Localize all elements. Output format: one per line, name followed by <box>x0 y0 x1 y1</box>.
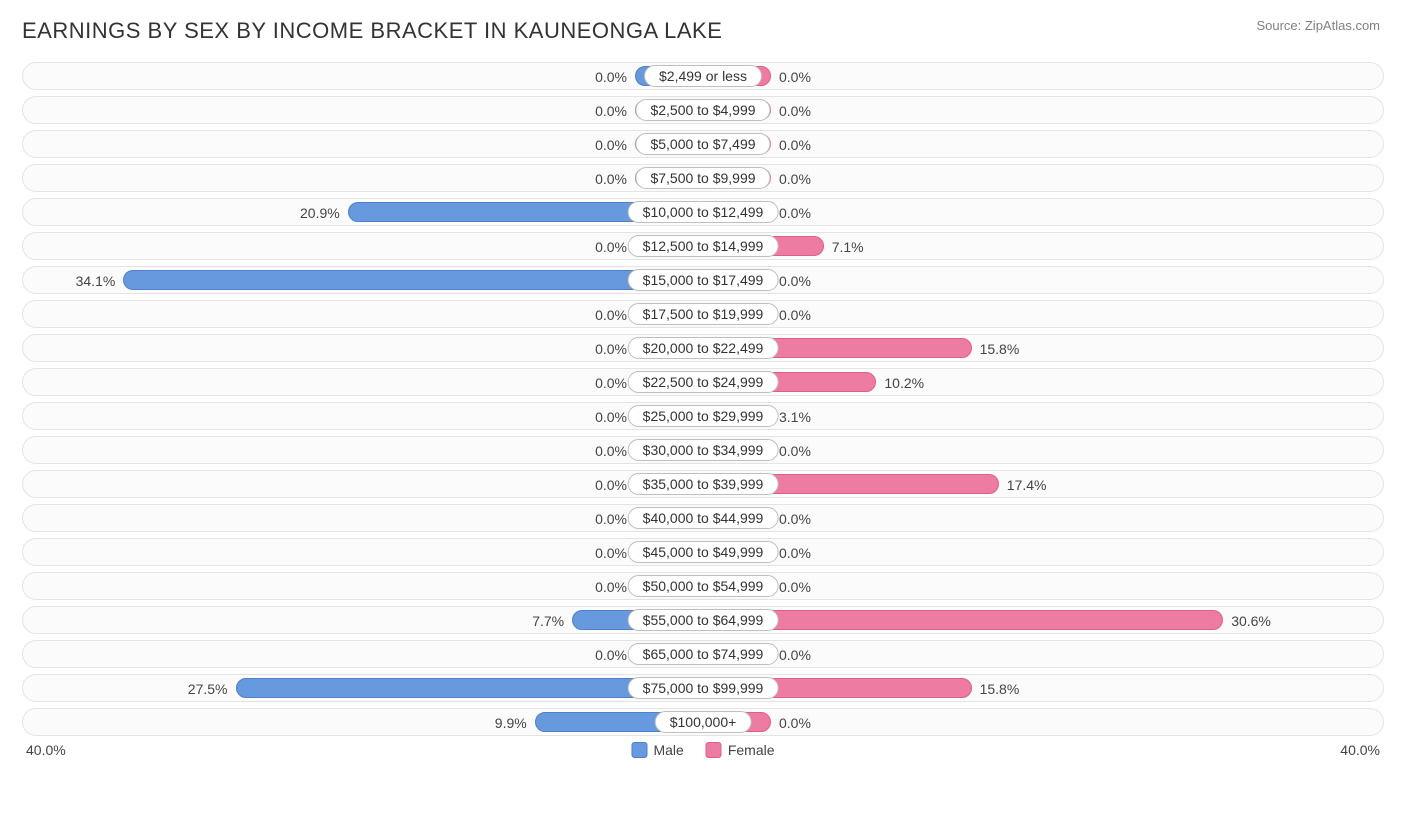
legend-label-male: Male <box>653 742 683 758</box>
legend-item-male: Male <box>631 742 683 758</box>
male-value-label: 0.0% <box>595 471 627 499</box>
chart-row: 9.9% 0.0% $100,000+ <box>22 708 1384 736</box>
female-value-label: 10.2% <box>884 369 924 397</box>
male-value-label: 0.0% <box>595 369 627 397</box>
category-pill: $17,500 to $19,999 <box>628 303 779 325</box>
female-value-label: 0.0% <box>779 267 811 295</box>
category-pill: $12,500 to $14,999 <box>628 235 779 257</box>
male-value-label: 9.9% <box>495 709 527 737</box>
female-value-label: 7.1% <box>832 233 864 261</box>
category-pill: $10,000 to $12,499 <box>628 201 779 223</box>
chart-row: 0.0% 0.0%$40,000 to $44,999 <box>22 504 1384 532</box>
category-pill: $35,000 to $39,999 <box>628 473 779 495</box>
category-pill: $55,000 to $64,999 <box>628 609 779 631</box>
female-value-label: 30.6% <box>1231 607 1271 635</box>
chart-row: 27.5% 15.8% $75,000 to $99,999 <box>22 674 1384 702</box>
male-value-label: 7.7% <box>532 607 564 635</box>
male-value-label: 0.0% <box>595 165 627 193</box>
category-pill: $65,000 to $74,999 <box>628 643 779 665</box>
female-bar <box>703 610 1223 630</box>
female-value-label: 0.0% <box>779 505 811 533</box>
chart-row: 0.0% 7.1% $12,500 to $14,999 <box>22 232 1384 260</box>
chart-footer: 40.0% Male Female 40.0% <box>22 742 1384 764</box>
female-value-label: 0.0% <box>779 199 811 227</box>
category-pill: $30,000 to $34,999 <box>628 439 779 461</box>
legend-swatch-male <box>631 742 647 758</box>
female-value-label: 0.0% <box>779 165 811 193</box>
chart-row: 0.0% 0.0%$30,000 to $34,999 <box>22 436 1384 464</box>
chart-title: EARNINGS BY SEX BY INCOME BRACKET IN KAU… <box>22 18 1384 44</box>
legend: Male Female <box>631 742 774 758</box>
female-value-label: 0.0% <box>779 97 811 125</box>
male-value-label: 0.0% <box>595 505 627 533</box>
male-value-label: 0.0% <box>595 63 627 91</box>
female-value-label: 0.0% <box>779 641 811 669</box>
female-value-label: 0.0% <box>779 131 811 159</box>
male-value-label: 0.0% <box>595 97 627 125</box>
male-value-label: 20.9% <box>300 199 340 227</box>
chart-row: 0.0% 0.0% $2,499 or less <box>22 62 1384 90</box>
male-value-label: 0.0% <box>595 573 627 601</box>
category-pill: $75,000 to $99,999 <box>628 677 779 699</box>
legend-swatch-female <box>706 742 722 758</box>
male-value-label: 0.0% <box>595 403 627 431</box>
female-value-label: 3.1% <box>779 403 811 431</box>
category-pill: $2,499 or less <box>644 65 762 87</box>
male-value-label: 0.0% <box>595 233 627 261</box>
category-pill: $7,500 to $9,999 <box>635 167 770 189</box>
male-bar <box>123 270 703 290</box>
source-attribution: Source: ZipAtlas.com <box>1256 18 1380 33</box>
chart-row: 0.0% 0.0% $5,000 to $7,499 <box>22 130 1384 158</box>
male-value-label: 27.5% <box>188 675 228 703</box>
chart-row: 20.9% 0.0%$10,000 to $12,499 <box>22 198 1384 226</box>
chart-row: 0.0% 0.0%$17,500 to $19,999 <box>22 300 1384 328</box>
category-pill: $22,500 to $24,999 <box>628 371 779 393</box>
female-value-label: 0.0% <box>779 301 811 329</box>
male-value-label: 0.0% <box>595 301 627 329</box>
chart-row: 0.0% 0.0% $7,500 to $9,999 <box>22 164 1384 192</box>
tornado-chart: 0.0% 0.0% $2,499 or less 0.0% 0.0% $2,500 to … <box>22 62 1384 736</box>
female-value-label: 0.0% <box>779 539 811 567</box>
chart-row: 34.1% 0.0%$15,000 to $17,499 <box>22 266 1384 294</box>
legend-label-female: Female <box>728 742 775 758</box>
female-value-label: 0.0% <box>779 709 811 737</box>
chart-row: 0.0% 0.0%$45,000 to $49,999 <box>22 538 1384 566</box>
category-pill: $40,000 to $44,999 <box>628 507 779 529</box>
chart-row: 0.0% 0.0% $2,500 to $4,999 <box>22 96 1384 124</box>
category-pill: $20,000 to $22,499 <box>628 337 779 359</box>
male-value-label: 0.0% <box>595 131 627 159</box>
axis-max-left: 40.0% <box>26 742 66 758</box>
chart-row: 0.0% 0.0%$50,000 to $54,999 <box>22 572 1384 600</box>
chart-row: 0.0% 0.0%$65,000 to $74,999 <box>22 640 1384 668</box>
male-value-label: 0.0% <box>595 437 627 465</box>
female-value-label: 15.8% <box>980 675 1020 703</box>
male-value-label: 34.1% <box>76 267 116 295</box>
axis-max-right: 40.0% <box>1340 742 1380 758</box>
category-pill: $15,000 to $17,499 <box>628 269 779 291</box>
female-value-label: 0.0% <box>779 63 811 91</box>
legend-item-female: Female <box>706 742 775 758</box>
male-value-label: 0.0% <box>595 335 627 363</box>
category-pill: $50,000 to $54,999 <box>628 575 779 597</box>
chart-row: 0.0% 17.4% $35,000 to $39,999 <box>22 470 1384 498</box>
chart-row: 7.7% 30.6% $55,000 to $64,999 <box>22 606 1384 634</box>
category-pill: $5,000 to $7,499 <box>635 133 770 155</box>
category-pill: $100,000+ <box>655 711 752 733</box>
chart-row: 0.0% 15.8% $20,000 to $22,499 <box>22 334 1384 362</box>
female-value-label: 15.8% <box>980 335 1020 363</box>
chart-row: 0.0% 10.2% $22,500 to $24,999 <box>22 368 1384 396</box>
category-pill: $2,500 to $4,999 <box>635 99 770 121</box>
female-value-label: 0.0% <box>779 573 811 601</box>
male-value-label: 0.0% <box>595 539 627 567</box>
category-pill: $25,000 to $29,999 <box>628 405 779 427</box>
female-value-label: 17.4% <box>1007 471 1047 499</box>
category-pill: $45,000 to $49,999 <box>628 541 779 563</box>
male-value-label: 0.0% <box>595 641 627 669</box>
female-value-label: 0.0% <box>779 437 811 465</box>
chart-row: 0.0% 3.1%$25,000 to $29,999 <box>22 402 1384 430</box>
